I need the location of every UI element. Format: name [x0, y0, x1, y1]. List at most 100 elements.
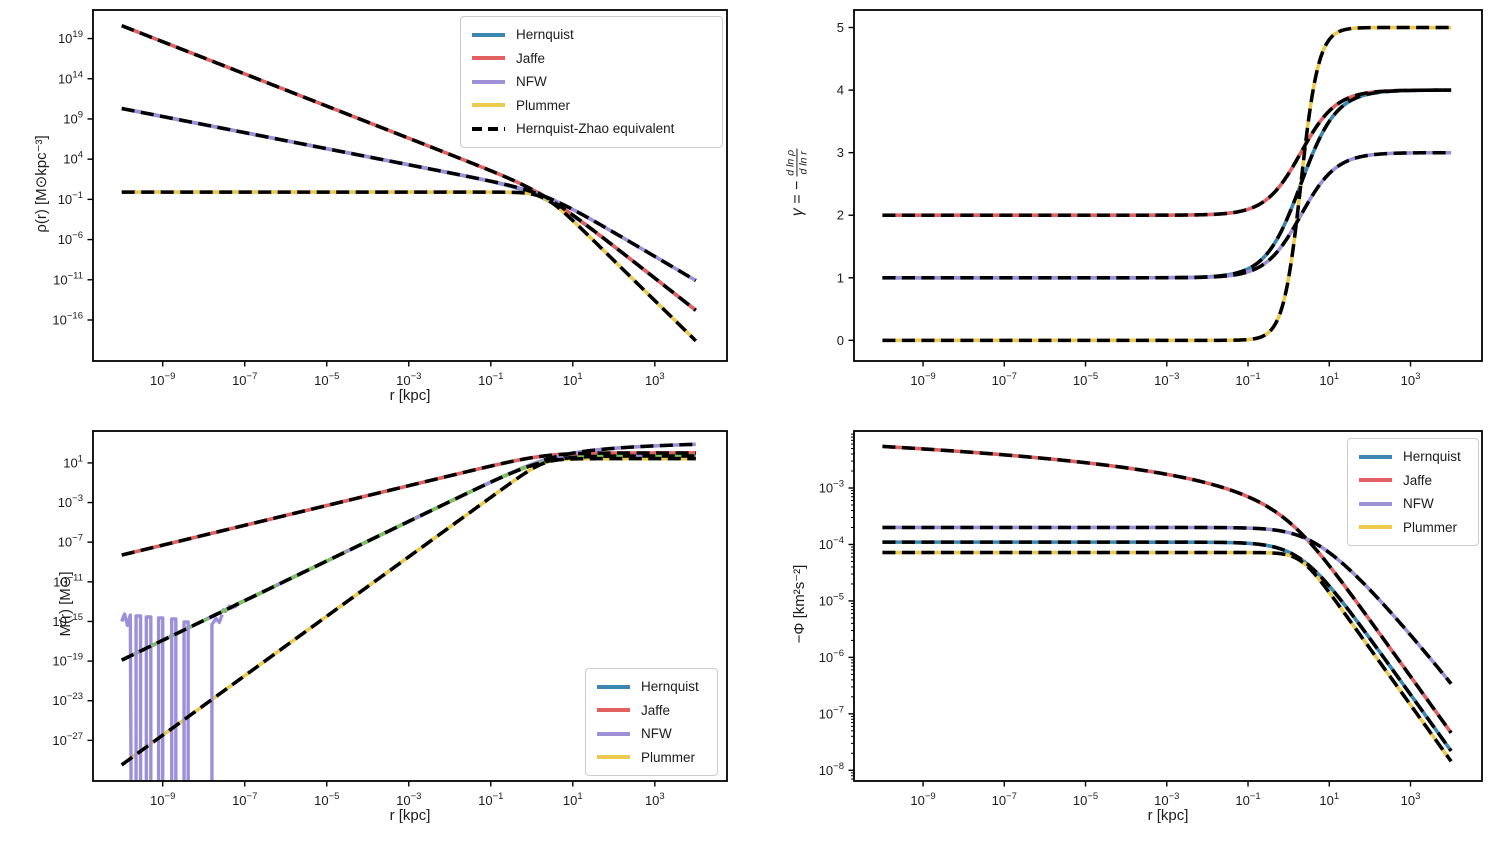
- legend-entry-jaffe: Jaffe: [1359, 469, 1467, 493]
- y-tick-label: 5: [837, 20, 844, 35]
- legend-entry-nfw: NFW: [1359, 492, 1467, 516]
- y-tick-label: 2: [837, 208, 844, 223]
- curve-density-plummer-zhao-equivalent: [121, 190, 698, 343]
- y-tick-label: 10−7: [819, 704, 844, 721]
- legend-swatch-nfw: [597, 731, 630, 736]
- x-tick-label: 10−1: [1235, 371, 1260, 388]
- curve-mass-nfw-purple-ticks-on-green: [137, 454, 696, 654]
- y-tick-label: 10−6: [58, 230, 83, 247]
- y-tick-label: 10−23: [52, 691, 83, 708]
- x-tick-label: 101: [563, 791, 583, 808]
- legend-entry-nfw: NFW: [597, 722, 706, 746]
- x-tick-label: 10−9: [910, 371, 935, 388]
- x-tick-label: 10−5: [1073, 791, 1098, 808]
- curve-gamma-hernquist: [882, 88, 1452, 280]
- y-tick-label: 10−11: [53, 572, 83, 589]
- curve-gamma-plummer: [882, 25, 1452, 343]
- y-tick-label: 0: [837, 333, 844, 348]
- y-tick-label: 10−16: [52, 310, 83, 327]
- y-tick-label: 10−19: [52, 652, 83, 669]
- legend-label: NFW: [1403, 496, 1434, 512]
- y-tick-label: 1019: [58, 29, 83, 46]
- legend-swatch-plummer: [1359, 525, 1392, 530]
- legend-swatch-jaffe: [1359, 478, 1392, 483]
- legend-entry-hernquist: Hernquist: [472, 23, 711, 47]
- x-tick-label: 10−5: [1073, 371, 1098, 388]
- x-tick-label: 10−5: [314, 371, 339, 388]
- x-tick-label: 10−5: [314, 791, 339, 808]
- legend-swatch-zhao: [472, 126, 505, 131]
- curve-potential-plummer-zhao-equivalent: [882, 550, 1453, 763]
- curve-mass-jaffe-zhao-equivalent: [121, 451, 696, 557]
- legend-entry-hernquist-zhao-equivalent: Hernquist-Zhao equivalent: [472, 117, 711, 141]
- y-tick-label: 3: [837, 145, 844, 160]
- curve-potential-nfw-zhao-equivalent: [882, 525, 1453, 685]
- curve-gamma-hernquist-zhao-equivalent: [882, 88, 1452, 280]
- y-tick-label: 104: [63, 150, 83, 167]
- y-tick-label: 10−3: [819, 479, 844, 496]
- potential-xlabel: r [kpc]: [1147, 807, 1189, 824]
- legend-label: Jaffe: [641, 702, 671, 718]
- x-tick-label: 101: [1319, 371, 1339, 388]
- y-tick-label: 10−6: [819, 648, 844, 665]
- y-tick-label: 101: [63, 453, 83, 470]
- x-tick-label: 101: [563, 371, 583, 388]
- y-tick-label: 1: [837, 270, 844, 285]
- curve-gamma-jaffe-zhao-equivalent: [882, 88, 1452, 217]
- y-tick-label: 10−4: [819, 535, 844, 552]
- x-tick-label: 103: [1401, 791, 1421, 808]
- curve-potential-hernquist: [882, 540, 1453, 752]
- mass-ylabel: M(r) [M⊙]: [57, 571, 74, 637]
- legend-label: Jaffe: [1403, 472, 1433, 488]
- x-tick-label: 103: [1401, 371, 1421, 388]
- legend-label: NFW: [641, 726, 672, 742]
- x-tick-label: 101: [1319, 791, 1339, 808]
- legend-entry-plummer: Plummer: [1359, 516, 1467, 540]
- gamma-ylabel-numerator: d ln ρ: [784, 148, 798, 177]
- legend-swatch-hernquist: [472, 32, 505, 37]
- y-tick-label: 10−5: [819, 591, 844, 608]
- curve-density-nfw-zhao-equivalent: [121, 106, 697, 283]
- curve-density-jaffe-zhao-equivalent: [121, 24, 697, 312]
- y-tick-label: 10−15: [52, 612, 83, 629]
- curve-mass-plummer-zhao-equivalent: [120, 456, 696, 767]
- legend-entry-hernquist: Hernquist: [597, 675, 706, 699]
- x-tick-label: 10−1: [478, 791, 503, 808]
- x-tick-label: 103: [645, 371, 665, 388]
- legend-swatch-plummer: [597, 755, 630, 760]
- x-tick-label: 10−3: [1154, 371, 1179, 388]
- curve-gamma-nfw-zhao-equivalent: [882, 150, 1452, 280]
- curve-gamma-jaffe: [882, 88, 1452, 218]
- x-tick-label: 10−1: [1235, 791, 1260, 808]
- legend-label: Hernquist: [516, 27, 574, 43]
- density-xlabel: r [kpc]: [389, 387, 431, 404]
- gamma-ylabel-denominator: d ln r: [797, 150, 810, 174]
- y-tick-label: 10−27: [52, 731, 83, 748]
- x-tick-label: 10−7: [992, 791, 1017, 808]
- legend-swatch-nfw: [1359, 501, 1392, 506]
- x-tick-label: 10−9: [910, 791, 935, 808]
- legend-swatch-plummer: [472, 103, 505, 108]
- density-legend: Hernquist Jaffe NFW Plummer Hernquist-Zhao e…: [460, 16, 723, 148]
- legend-label: Hernquist: [641, 679, 699, 695]
- legend-label: Jaffe: [516, 50, 546, 66]
- y-tick-label: 1014: [58, 69, 83, 86]
- y-tick-label: 10−3: [58, 493, 83, 510]
- legend-label: Plummer: [516, 97, 571, 113]
- potential-plot: 10−9 10−7 10−5 10−3 10−1 101 103 10−3 10−4 10−5 10…: [819, 430, 1483, 808]
- curve-density-plummer: [121, 190, 698, 343]
- curve-potential-jaffe-zhao-equivalent: [882, 444, 1453, 734]
- gamma-ylabel-prefix: γ = −: [789, 180, 806, 216]
- x-tick-label: 10−3: [396, 791, 421, 808]
- legend-label: Hernquist-Zhao equivalent: [516, 121, 675, 137]
- y-tick-label: 4: [837, 83, 844, 98]
- x-tick-label: 10−7: [232, 371, 257, 388]
- potential-ylabel: −Φ [km²s⁻²]: [791, 564, 808, 644]
- curve-gamma-plummer-zhao-equivalent: [882, 25, 1452, 343]
- legend-entry-nfw: NFW: [472, 70, 711, 94]
- legend-label: Plummer: [641, 749, 696, 765]
- curve-mass-nfw-zhao-equivalent: [542, 442, 698, 462]
